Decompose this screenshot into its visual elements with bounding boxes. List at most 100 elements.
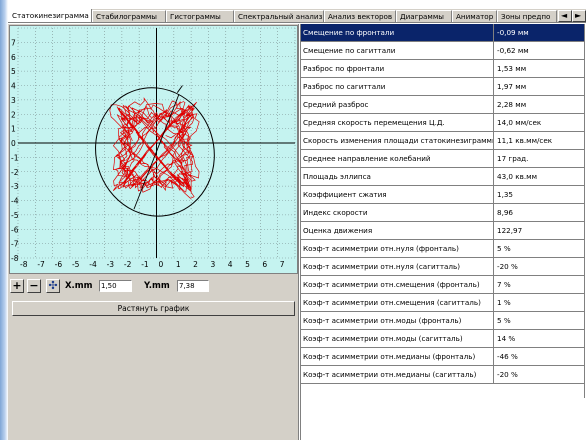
x-tick-label: -2 (124, 260, 132, 269)
table-row[interactable]: Коэф-т асимметрии отн.смещения (сагиттал… (301, 294, 584, 312)
left-panel: -8-7-6-5-4-3-2-101234567876543210-1-2-3-… (8, 24, 299, 440)
table-row[interactable]: Оценка движения 122,97 (301, 222, 584, 240)
parameter-name: Средний разброс (301, 96, 494, 113)
x-tick-label: -1 (141, 260, 149, 269)
table-row[interactable]: Смещение по сагиттали -0,62 мм (301, 42, 584, 60)
parameter-name: Смещение по сагиттали (301, 42, 494, 59)
zoom-in-button[interactable]: + (10, 279, 24, 293)
y-tick-label: 1 (11, 125, 16, 134)
x-mm-label: X.mm (65, 281, 93, 291)
table-row[interactable]: Разброс по фронтали 1,53 мм (301, 60, 584, 78)
parameter-value: 14,0 мм/сек (497, 118, 542, 127)
ellipse-axis-tip (176, 85, 183, 93)
parameter-value: 5 % (497, 316, 511, 325)
tab-7[interactable]: Аниматор (452, 10, 497, 22)
parameter-name: Оценка движения (301, 222, 494, 239)
y-tick-label: 0 (11, 139, 16, 148)
tab-scroll-right-button[interactable]: ► (572, 10, 586, 22)
y-tick-label: 6 (11, 53, 16, 62)
table-row[interactable]: Скорость изменения площади статокинезигр… (301, 132, 584, 150)
x-tick-label: -8 (20, 260, 28, 269)
parameter-value: 1 % (497, 298, 511, 307)
x-tick-label: 3 (210, 260, 215, 269)
table-row[interactable]: Индекс скорости 8,96 (301, 204, 584, 222)
zoom-out-button[interactable]: − (27, 279, 41, 293)
y-tick-label: 3 (11, 96, 16, 105)
table-row[interactable]: Коэф-т асимметрии отн.нуля (фронталь) 5 % (301, 240, 584, 258)
parameter-value: 1,97 мм (497, 82, 527, 91)
x-tick-label: 6 (262, 260, 267, 269)
table-row[interactable]: Коэф-т асимметрии отн.медианы (сагитталь… (301, 366, 584, 384)
y-tick-label: -6 (11, 225, 19, 234)
table-row[interactable]: Коэф-т асимметрии отн.медианы (фронталь)… (301, 348, 584, 366)
chart-svg: -8-7-6-5-4-3-2-101234567876543210-1-2-3-… (11, 27, 296, 269)
table-row[interactable]: Коэф-т асимметрии отн.нуля (сагитталь) -2… (301, 258, 584, 276)
x-mm-field[interactable]: 1,50 (99, 280, 132, 292)
parameter-value: -0,09 мм (497, 28, 529, 37)
parameter-value: 7 % (497, 280, 511, 289)
y-tick-label: -7 (11, 240, 19, 249)
x-tick-label: -7 (37, 260, 45, 269)
arrow-right-icon: ► (575, 11, 582, 20)
parameter-name: Среднее направление колебаний (301, 150, 494, 167)
parameter-name: Средняя скорость перемещения Ц.Д. (301, 114, 494, 131)
tab-8[interactable]: Зоны предпо (497, 10, 557, 22)
parameter-name: Коэф-т асимметрии отн.медианы (сагитталь… (301, 366, 494, 383)
table-row[interactable]: Коэф-т асимметрии отн.смещения (фронталь… (301, 276, 584, 294)
parameter-name: Коэф-т асимметрии отн.медианы (фронталь) (301, 348, 494, 365)
tab-3[interactable]: Гистограммы (166, 10, 234, 22)
y-mm-field[interactable]: 7,38 (177, 280, 209, 292)
parameter-name: Смещение по фронтали (301, 24, 494, 41)
table-row[interactable]: Коэф-т асимметрии отн.моды (фронталь) 5 % (301, 312, 584, 330)
parameter-name: Коэф-т асимметрии отн.смещения (фронталь… (301, 276, 494, 293)
table-border (584, 24, 585, 398)
parameter-name: Коэф-т асимметрии отн.смещения (сагиттал… (301, 294, 494, 311)
x-tick-label: -5 (72, 260, 80, 269)
y-tick-label: -8 (11, 254, 19, 263)
parameter-value: 17 град. (497, 154, 529, 163)
parameter-value: 1,35 (497, 190, 514, 199)
parameter-value: 43,0 кв.мм (497, 172, 537, 181)
trajectory-trace (109, 97, 200, 199)
parameter-value: 14 % (497, 334, 516, 343)
parameter-name: Коэф-т асимметрии отн.моды (сагитталь) (301, 330, 494, 347)
y-tick-label: -5 (11, 211, 19, 220)
tab-bar: Зоны предпо Аниматор Диаграммы Анализ векто… (8, 9, 586, 23)
y-tick-label: -2 (11, 168, 19, 177)
tab-1[interactable]: Статокинезиграмма (8, 9, 92, 22)
tab-6[interactable]: Диаграммы (396, 10, 452, 22)
tab-scroll-left-button[interactable]: ◄ (558, 10, 572, 22)
tab-2[interactable]: Стабилограммы (92, 10, 166, 22)
x-tick-label: 1 (176, 260, 181, 269)
crosshair-icon: ✣ (48, 279, 58, 292)
statokinesigram-chart[interactable]: -8-7-6-5-4-3-2-101234567876543210-1-2-3-… (9, 25, 298, 274)
tab-5[interactable]: Анализ векторов (324, 10, 396, 22)
table-row[interactable]: Смещение по фронтали -0,09 мм (301, 24, 584, 42)
table-row[interactable]: Среднее направление колебаний 17 град. (301, 150, 584, 168)
center-button[interactable]: ✣ (46, 279, 60, 293)
parameter-name: Коэф-т асимметрии отн.нуля (фронталь) (301, 240, 494, 257)
parameter-value: -46 % (497, 352, 518, 361)
plus-icon: + (12, 279, 22, 292)
x-tick-label: -4 (89, 260, 97, 269)
parameter-name: Индекс скорости (301, 204, 494, 221)
ellipse-major-axis (133, 93, 180, 210)
y-tick-label: -3 (11, 182, 19, 191)
parameter-value: 5 % (497, 244, 511, 253)
y-tick-label: 2 (11, 110, 16, 119)
table-row[interactable]: Разброс по сагиттали 1,97 мм (301, 78, 584, 96)
y-tick-label: 7 (11, 38, 16, 47)
parameter-name: Разброс по фронтали (301, 60, 494, 77)
table-row[interactable]: Средний разброс 2,28 мм (301, 96, 584, 114)
parameter-name: Коэффициент сжатия (301, 186, 494, 203)
y-tick-label: -1 (11, 153, 19, 162)
table-row[interactable]: Площадь эллипса 43,0 кв.мм (301, 168, 584, 186)
stretch-chart-button[interactable]: Растянуть график (12, 301, 295, 316)
x-tick-label: 0 (159, 260, 164, 269)
table-row[interactable]: Коэффициент сжатия 1,35 (301, 186, 584, 204)
parameter-value: -0,62 мм (497, 46, 529, 55)
parameter-name: Коэф-т асимметрии отн.моды (фронталь) (301, 312, 494, 329)
table-row[interactable]: Коэф-т асимметрии отн.моды (сагитталь) 14… (301, 330, 584, 348)
tab-4[interactable]: Спектральный анализ (234, 10, 324, 22)
table-row[interactable]: Средняя скорость перемещения Ц.Д. 14,0 мм… (301, 114, 584, 132)
